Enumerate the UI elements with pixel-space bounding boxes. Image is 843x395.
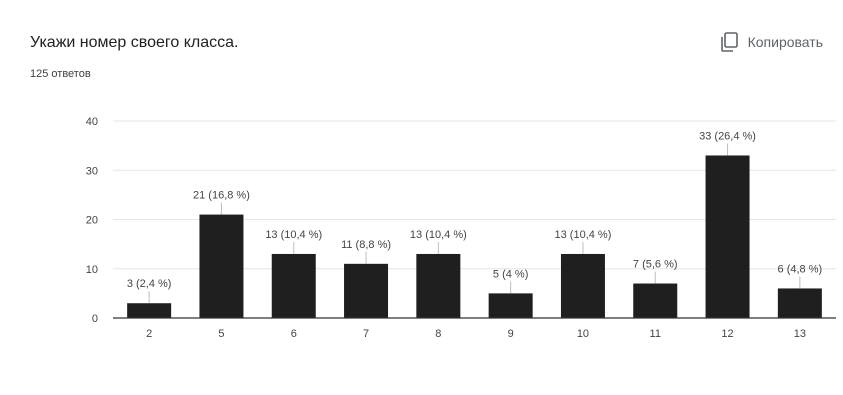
x-tick-label: 13: [794, 328, 806, 340]
x-tick-label: 5: [218, 328, 224, 340]
x-tick-label: 6: [291, 328, 297, 340]
data-label: 6 (4,8 %): [778, 263, 823, 275]
copy-icon: [720, 32, 738, 52]
data-label: 11 (8,8 %): [341, 239, 391, 251]
bar: [344, 263, 389, 318]
y-tick-label: 10: [86, 264, 98, 276]
bar: [127, 303, 172, 318]
bar: [633, 283, 678, 318]
y-tick-label: 40: [86, 116, 98, 128]
x-tick-label: 8: [435, 328, 441, 340]
data-label: 13 (10,4 %): [410, 229, 467, 241]
bar: [560, 253, 605, 318]
bar: [705, 155, 750, 318]
x-tick-label: 2: [146, 328, 152, 340]
data-label: 7 (5,6 %): [633, 259, 678, 271]
chart-header: Укажи номер своего класса. Копировать: [30, 32, 823, 58]
data-label: 13 (10,4 %): [555, 229, 612, 241]
bar: [488, 293, 533, 318]
x-tick-label: 10: [577, 328, 589, 340]
x-tick-label: 9: [508, 328, 514, 340]
x-tick-label: 12: [721, 328, 733, 340]
bar: [777, 288, 822, 318]
copy-label: Копировать: [747, 34, 823, 50]
data-label: 33 (26,4 %): [699, 130, 756, 142]
x-tick-label: 11: [650, 328, 661, 340]
bar: [199, 214, 244, 318]
bar: [271, 253, 316, 318]
data-label: 13 (10,4 %): [265, 229, 322, 241]
data-label: 5 (4 %): [493, 268, 528, 280]
bar: [416, 253, 461, 318]
y-tick-label: 0: [92, 313, 98, 325]
data-label: 21 (16,8 %): [193, 190, 250, 202]
y-tick-label: 30: [86, 165, 98, 177]
y-tick-label: 20: [86, 215, 98, 227]
copy-button[interactable]: Копировать: [720, 32, 823, 52]
data-label: 3 (2,4 %): [127, 278, 172, 290]
x-tick-label: 7: [363, 328, 369, 340]
question-title: Укажи номер своего класса.: [30, 34, 239, 51]
response-count: 125 ответов: [30, 68, 91, 80]
